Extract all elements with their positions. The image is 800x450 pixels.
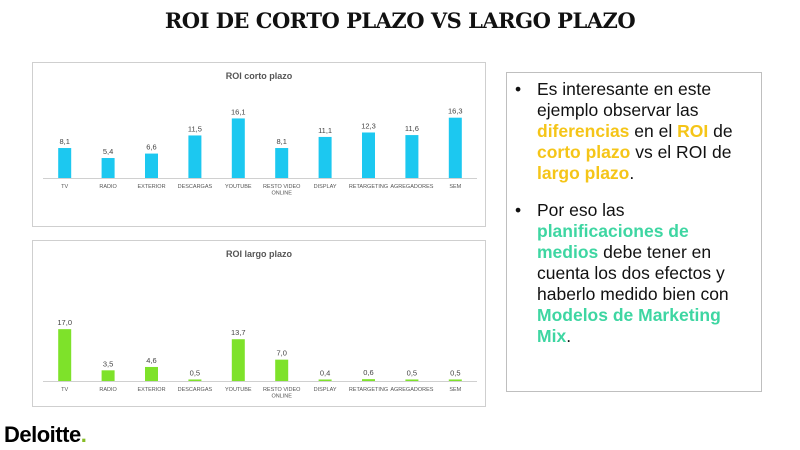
bar-display (318, 136, 332, 178)
page-title: ROI DE CORTO PLAZO VS LARGO PLAZO (164, 8, 636, 33)
bar-sem (448, 379, 462, 381)
chart-short-term-roi: ROI corto plazo 8,1 TV 5,4 RADIO 6,6 EXTERIOR 1… (32, 62, 486, 227)
category-label: RADIO (99, 387, 117, 393)
bullet2-text-part-1: Por eso las (537, 200, 625, 220)
bar-resto-video-online (275, 148, 289, 178)
chart-title: ROI largo plazo (226, 249, 293, 259)
data-label: 17,0 (57, 318, 72, 327)
bar-youtube (231, 339, 245, 381)
highlight-planificaciones: planificaciones de medios (537, 221, 689, 262)
bullet2-text-part-3: . (566, 326, 572, 346)
bar-tv (58, 148, 72, 178)
bar-descargas (188, 135, 202, 178)
category-label: DISPLAY (314, 184, 337, 190)
category-label: ONLINE (271, 191, 292, 197)
bar-radio (101, 370, 115, 381)
bar-display (318, 379, 332, 381)
bullet-marker: • (515, 79, 522, 99)
bullet-text-2: Por eso las planificaciones de medios de… (537, 200, 753, 347)
highlight-diferencias: diferencias (537, 121, 630, 141)
bar-descargas (188, 379, 202, 381)
data-label: 7,0 (276, 349, 286, 358)
category-label: RETARGETING (349, 184, 388, 190)
data-label: 11,6 (405, 124, 419, 133)
data-label: 6,6 (146, 143, 156, 152)
category-label: AGREGADORES (390, 387, 433, 393)
data-label: 4,6 (146, 356, 156, 365)
chart-title: ROI corto plazo (226, 71, 293, 81)
explanation-panel: • Es interesante en este ejemplo observa… (506, 72, 762, 392)
data-label: 13,7 (231, 328, 246, 337)
bullet1-text-part-5: . (629, 163, 635, 183)
category-label: DISPLAY (314, 387, 337, 393)
data-label: 11,1 (318, 126, 332, 135)
category-label: RESTO VIDEO (263, 184, 301, 190)
bar-exterior (145, 366, 158, 381)
category-label: AGREGADORES (390, 184, 433, 190)
bullet-marker: • (515, 200, 522, 220)
chart-long-term-roi: ROI largo plazo 17,0 TV 3,5 RADIO 4,6 EXTERIOR… (32, 240, 486, 407)
highlight-marketing-mix: Modelos de Marketing Mix (537, 305, 721, 346)
category-label: YOUTUBE (225, 184, 252, 190)
data-label: 3,5 (103, 359, 113, 368)
highlight-largo-plazo: largo plazo (537, 163, 630, 183)
bar-radio (101, 158, 115, 178)
bar-resto-video-online (275, 359, 289, 381)
bar-retargeting (362, 379, 375, 381)
category-label: RADIO (99, 184, 117, 190)
category-label: DESCARGAS (178, 387, 213, 393)
bullet2-text-part-2: debe tener en cuenta los dos efectos y h… (537, 242, 729, 304)
data-label: 0,6 (363, 368, 373, 377)
category-label: YOUTUBE (225, 387, 252, 393)
bullet-item-2: • Por eso las planificaciones de medios … (513, 200, 753, 347)
bullet-item-1: • Es interesante en este ejemplo observa… (513, 79, 753, 184)
data-label: 5,4 (103, 147, 113, 156)
bullet-text-1: Es interesante en este ejemplo observar … (537, 79, 753, 184)
data-label: 16,3 (448, 107, 463, 116)
bar-youtube (231, 118, 245, 178)
chart-short-term-svg: ROI corto plazo 8,1 TV 5,4 RADIO 6,6 EXTERIOR 1… (43, 71, 477, 197)
data-label: 8,1 (59, 137, 69, 146)
bar-tv (58, 329, 72, 381)
data-label: 8,1 (276, 137, 286, 146)
category-label: RETARGETING (349, 387, 388, 393)
category-label: TV (61, 387, 68, 393)
bullet1-text-part-3: de (708, 121, 733, 141)
bar-retargeting (362, 132, 375, 178)
bar-sem (448, 117, 462, 178)
category-label: EXTERIOR (137, 387, 165, 393)
category-label: TV (61, 184, 68, 190)
logo-word: Deloitte (4, 422, 81, 447)
category-label: EXTERIOR (137, 184, 165, 190)
data-label: 0,5 (190, 368, 200, 377)
data-label: 0,5 (450, 368, 460, 377)
bullet1-text-part-4: vs el ROI de (630, 142, 732, 162)
data-label: 0,4 (320, 369, 330, 378)
bullet1-text-part-1: Es interesante en este ejemplo observar … (537, 79, 712, 120)
highlight-corto-plazo: corto plazo (537, 142, 631, 162)
chart-long-term-svg: ROI largo plazo 17,0 TV 3,5 RADIO 4,6 EXTERIOR… (43, 249, 477, 400)
category-label: SEM (449, 184, 461, 190)
category-label: ONLINE (271, 394, 292, 400)
data-label: 16,1 (231, 107, 246, 116)
bar-exterior (145, 153, 158, 178)
bar-agregadores (405, 135, 419, 178)
logo-dot: . (80, 422, 87, 447)
bar-agregadores (405, 379, 419, 381)
highlight-roi: ROI (677, 121, 709, 141)
category-label: DESCARGAS (178, 184, 213, 190)
data-label: 11,5 (188, 124, 202, 133)
category-label: RESTO VIDEO (263, 387, 301, 393)
bullet1-text-part-2: en el (629, 121, 678, 141)
category-label: SEM (449, 387, 461, 393)
data-label: 0,5 (407, 368, 417, 377)
deloitte-logo: Deloitte. (4, 422, 87, 448)
data-label: 12,3 (361, 121, 376, 130)
